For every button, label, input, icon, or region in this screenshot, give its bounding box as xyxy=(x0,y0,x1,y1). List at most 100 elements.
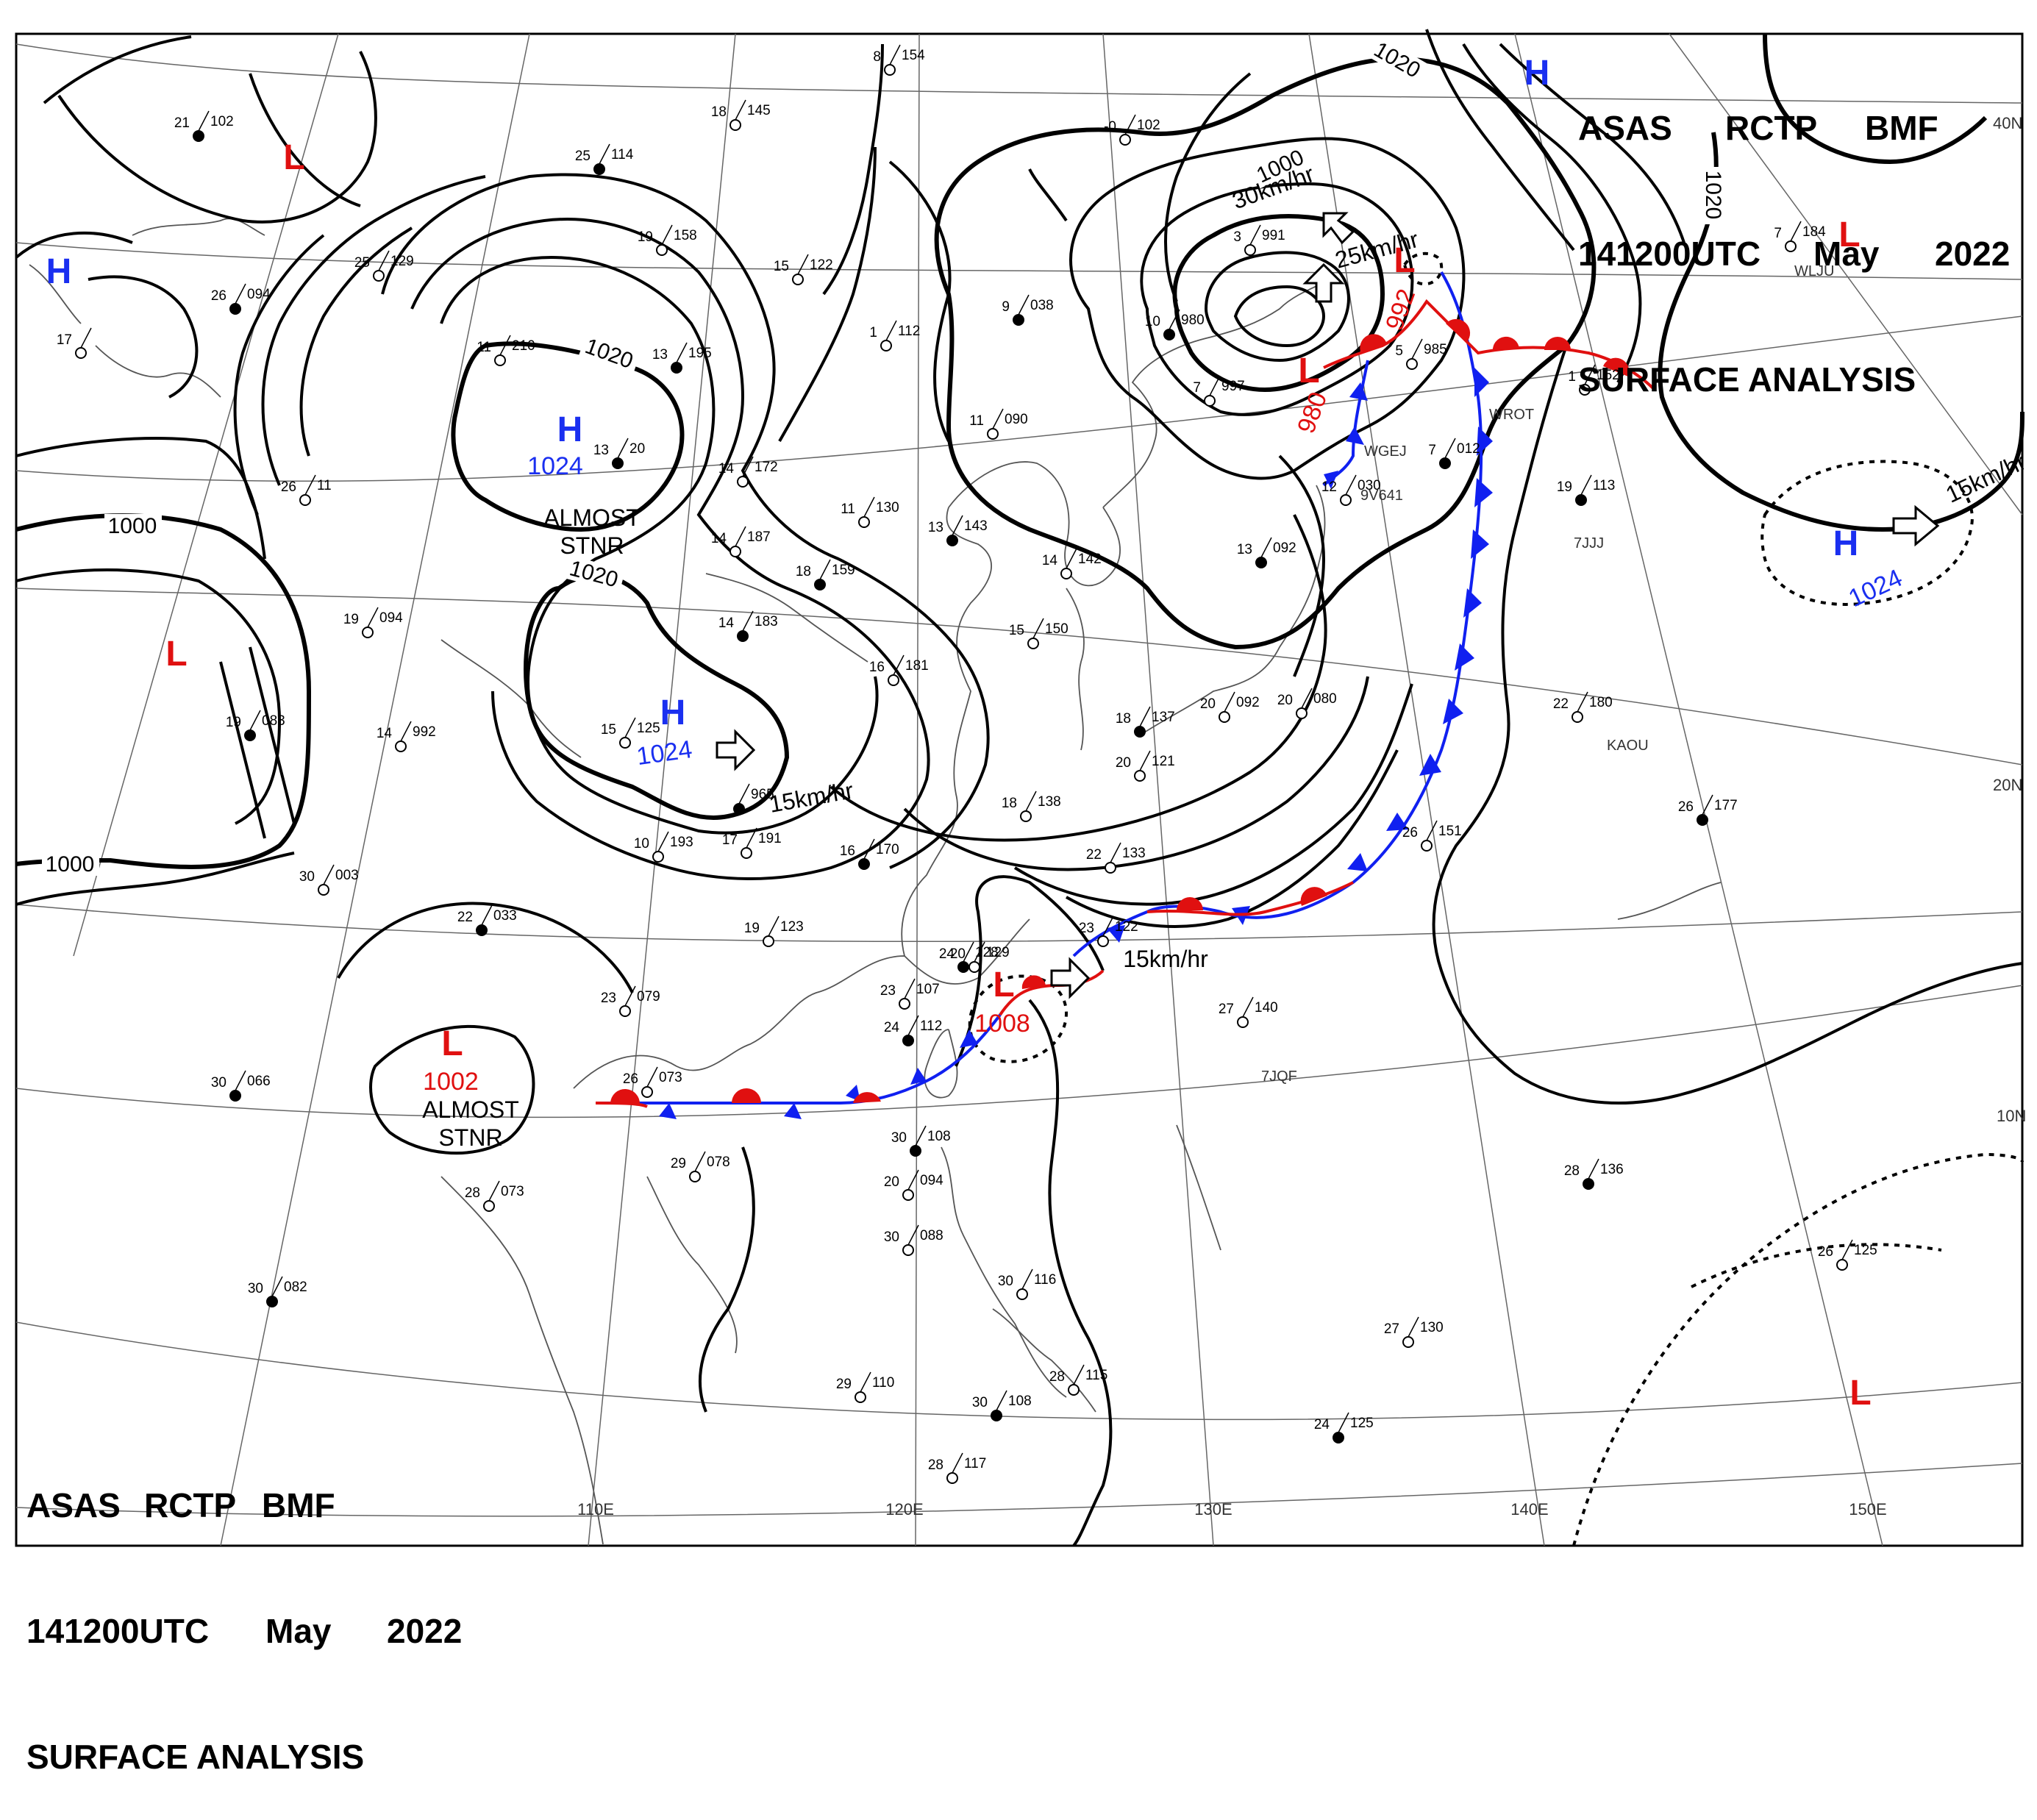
station-circle xyxy=(946,535,958,546)
station-pressure: 125 xyxy=(1350,1416,1374,1431)
station-temp: 7 xyxy=(1193,380,1201,396)
station-circle xyxy=(1583,1178,1594,1190)
station-plot: 23 107 xyxy=(880,978,940,1010)
wind-barb xyxy=(819,559,831,580)
station-circle xyxy=(1204,395,1216,407)
station-circle xyxy=(318,884,329,896)
station-plot: 26 125 xyxy=(1818,1239,1877,1271)
station-circle xyxy=(1097,935,1109,947)
title-product-top: SURFACE ANALYSIS xyxy=(1578,360,1916,399)
wind-barb xyxy=(915,1125,927,1146)
station-pressure: 133 xyxy=(1122,846,1146,861)
wind-barb xyxy=(885,320,897,341)
station-plot: 965 xyxy=(733,783,774,815)
station-pressure: 142 xyxy=(1078,552,1102,567)
center-h-north-symbol: H xyxy=(1524,54,1550,93)
station-plot: 20 094 xyxy=(884,1169,943,1201)
wind-barb xyxy=(1338,1412,1349,1433)
station-circle xyxy=(1105,862,1116,874)
station-pressure: 187 xyxy=(747,529,771,545)
title-year: 2022 xyxy=(387,1612,463,1650)
wind-barb xyxy=(1209,375,1221,396)
station-pressure: 181 xyxy=(905,658,929,674)
isobar-label-bg xyxy=(563,555,626,593)
station-temp: 14 xyxy=(718,615,735,631)
wind-barb xyxy=(657,831,669,852)
station-temp: 10 xyxy=(1145,314,1160,329)
station-plot: 1 152 xyxy=(1568,364,1620,396)
station-pressure: 129 xyxy=(986,945,1010,960)
station-temp: 16 xyxy=(869,660,885,675)
wind-barb xyxy=(249,710,261,731)
station-pressure: 083 xyxy=(262,713,285,729)
dashed-southeast xyxy=(1572,1152,2024,1546)
wind-barb xyxy=(742,456,754,477)
station-pressure: 121 xyxy=(1152,754,1175,769)
wind-barb xyxy=(235,1070,246,1091)
wind-barb xyxy=(1444,438,1456,459)
station-pressure: 170 xyxy=(876,842,899,857)
center-h-mongolia-symbol: H xyxy=(557,410,583,449)
station-plot: 19 158 xyxy=(638,224,697,256)
wind-barb xyxy=(624,717,636,738)
dashed-taiwan-low xyxy=(968,974,1068,1063)
station-plot: 5 985 xyxy=(1395,338,1447,370)
station-temp: 30 xyxy=(998,1274,1013,1289)
station-plot: 13 20 xyxy=(593,438,645,469)
station-circle xyxy=(884,64,896,76)
station-temp: 26 xyxy=(281,479,296,495)
movement-arrows xyxy=(716,212,1940,999)
station-circle xyxy=(1020,810,1032,822)
station-id-KAOU: KAOU xyxy=(1607,738,1649,754)
station-plot: 19 113 xyxy=(1557,474,1615,506)
station-circle xyxy=(1016,1288,1028,1300)
station-temp: 30 xyxy=(248,1281,263,1296)
wind-barb xyxy=(1021,1268,1033,1290)
annotation-almost-stnr-2-line1: STNR xyxy=(438,1124,502,1151)
isobar-label-bg xyxy=(1249,143,1312,189)
station-temp: 14 xyxy=(711,531,727,546)
center-l-taiwan-value: 1008 xyxy=(974,1010,1030,1038)
station-circle xyxy=(957,961,969,973)
wind-barb xyxy=(400,721,412,742)
station-plot: 20 129 xyxy=(950,941,1010,973)
station-plot: 14 187 xyxy=(711,526,771,557)
station-circle xyxy=(729,546,741,557)
station-temp: 15 xyxy=(601,722,616,738)
station-temp: 22 xyxy=(1086,847,1102,863)
wind-barb xyxy=(646,1066,658,1088)
station-pressure: 125 xyxy=(637,721,660,736)
station-temp: 19 xyxy=(638,229,653,245)
wind-barb xyxy=(893,654,905,676)
station-temp: 12 xyxy=(1321,479,1337,495)
station-pressure: 159 xyxy=(832,563,855,578)
center-l-north-symbol: L xyxy=(283,138,304,177)
station-pressure: 20 xyxy=(629,441,645,457)
station-plot: 26 094 xyxy=(211,283,271,315)
wind-barb xyxy=(1169,309,1180,330)
station-circle xyxy=(75,347,87,359)
station-temp: 23 xyxy=(601,991,616,1006)
wind-barb xyxy=(378,250,390,271)
station-temp: 28 xyxy=(1564,1163,1580,1179)
station-plot: 13 195 xyxy=(652,342,712,374)
station-pressure: 125 xyxy=(1854,1243,1877,1258)
wind-barb xyxy=(1790,221,1802,242)
station-id-WGEJ: WGEJ xyxy=(1364,443,1407,460)
station-temp: 27 xyxy=(1384,1321,1399,1337)
station-temp: 22 xyxy=(1553,696,1569,712)
move-arrow-pacific xyxy=(1892,504,1940,547)
station-circle xyxy=(741,847,752,859)
station-pressure: 066 xyxy=(247,1074,271,1089)
center-h-mongolia-value: 1024 xyxy=(527,452,583,480)
station-pressure: 114 xyxy=(611,147,634,163)
station-pressure: 122 xyxy=(810,257,833,273)
wind-barb xyxy=(694,1151,706,1172)
wind-barb xyxy=(198,110,210,132)
station-temp: 15 xyxy=(1009,623,1024,638)
station-temp: 30 xyxy=(211,1075,226,1091)
station-plot: 19 083 xyxy=(226,710,285,741)
center-l-west-symbol: L xyxy=(165,635,187,674)
station-circle xyxy=(1060,568,1072,579)
center-l-southeast-symbol: L xyxy=(1849,1374,1871,1413)
